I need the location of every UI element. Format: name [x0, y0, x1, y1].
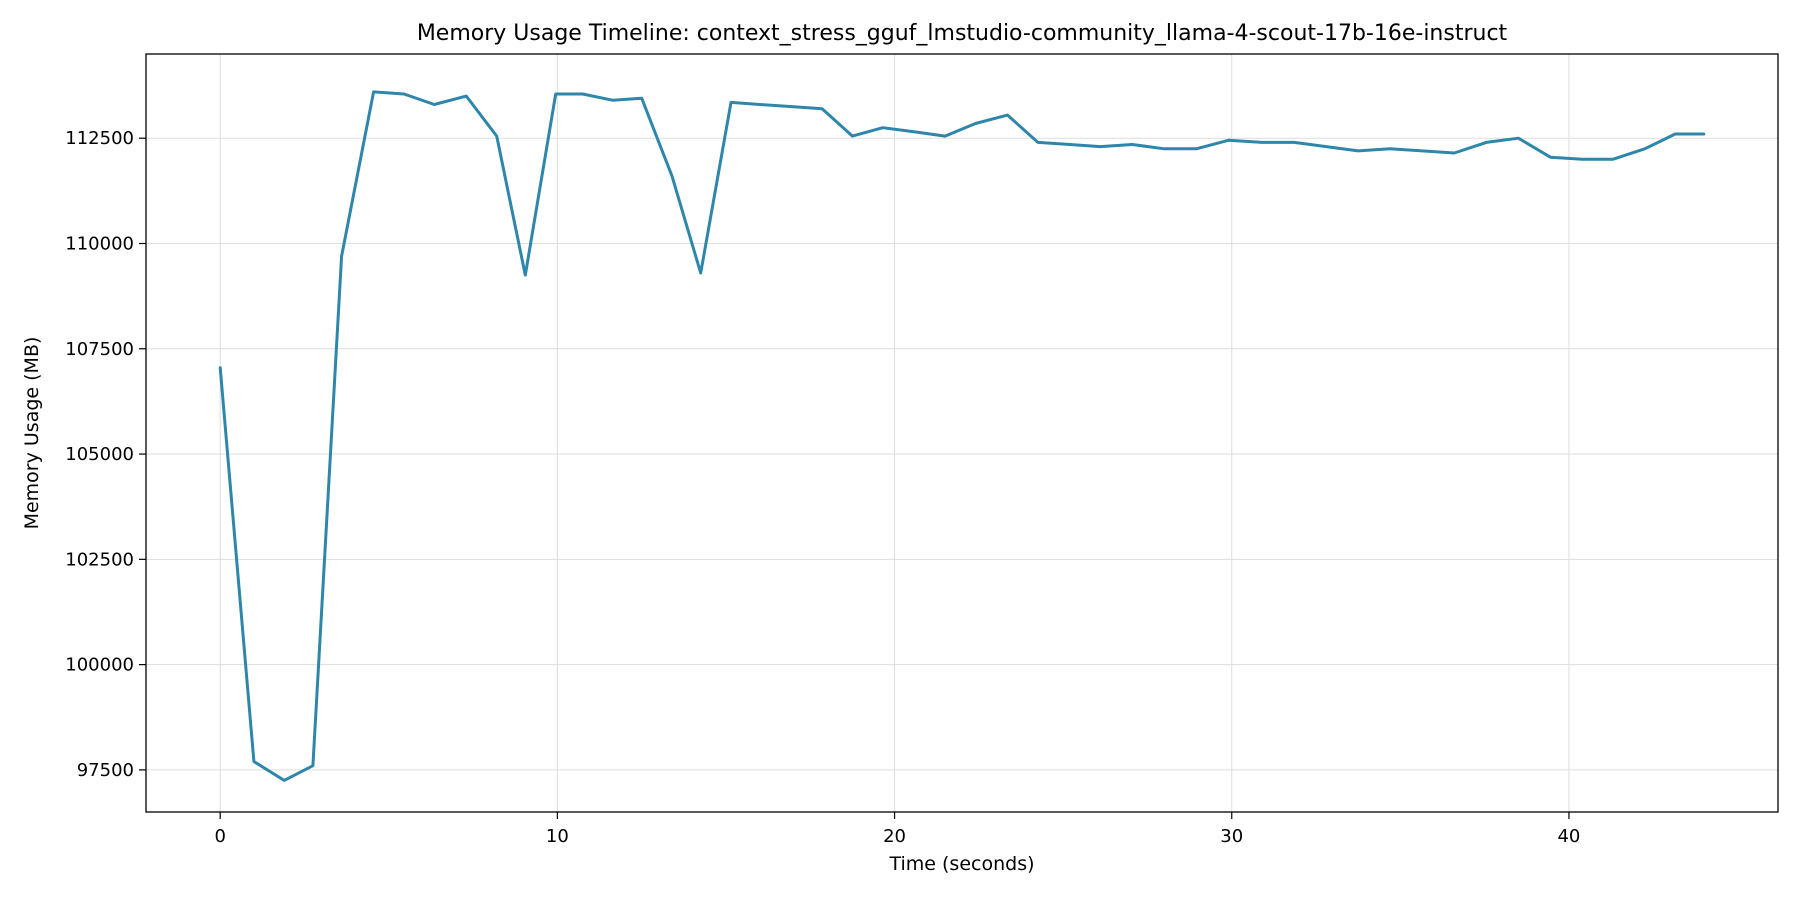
y-tick-label: 112500: [65, 128, 134, 149]
x-axis-label: Time (seconds): [888, 853, 1034, 875]
chart-title: Memory Usage Timeline: context_stress_gg…: [417, 21, 1508, 46]
x-tick-label: 0: [214, 826, 225, 847]
x-tick-label: 30: [1220, 826, 1243, 847]
y-axis-label: Memory Usage (MB): [21, 337, 43, 530]
plot-frame: [145, 53, 1779, 813]
y-tick-label: 107500: [65, 339, 134, 360]
y-tick-label: 110000: [65, 234, 134, 255]
y-axis-ticks: 97500 100000 102500 105000 107500 110000 11250…: [65, 128, 146, 781]
y-tick-label: 102500: [65, 549, 134, 570]
x-tick-label: 20: [883, 826, 906, 847]
grid-layer: [146, 54, 1778, 812]
x-tick-label: 10: [546, 826, 569, 847]
y-tick-label: 100000: [65, 655, 134, 676]
y-tick-label: 97500: [77, 760, 134, 781]
series-layer: [218, 90, 1706, 782]
x-tick-label: 40: [1557, 826, 1580, 847]
series-line: [218, 90, 1706, 782]
x-axis-ticks: 0 10 20 30 40: [214, 812, 1580, 847]
y-tick-label: 105000: [65, 444, 134, 465]
